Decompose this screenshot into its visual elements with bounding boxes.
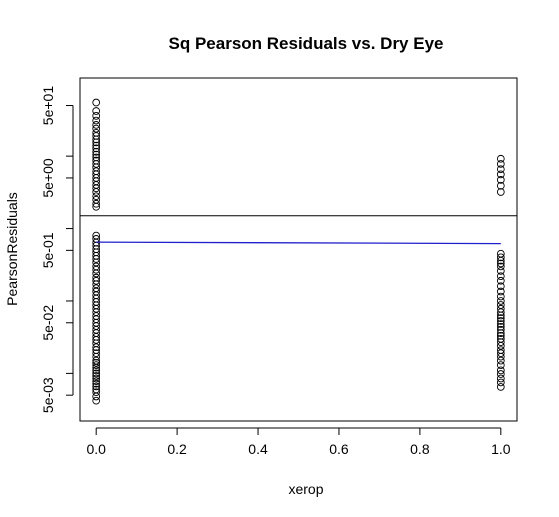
x-tick-label: 0.6	[329, 441, 349, 457]
data-point	[496, 282, 505, 291]
data-point	[92, 141, 101, 150]
data-point	[496, 329, 505, 337]
x-tick-label: 0.8	[410, 441, 430, 457]
x-tick-label: 0.2	[167, 441, 187, 457]
fit-line	[96, 241, 501, 245]
data-point	[496, 320, 505, 328]
data-point	[92, 107, 101, 115]
data-point	[496, 267, 505, 275]
data-point	[496, 301, 505, 309]
data-point	[496, 272, 505, 281]
data-point	[92, 358, 101, 367]
data-point	[496, 349, 505, 358]
y-tick-label: 5e+01	[40, 86, 56, 126]
data-point	[92, 124, 101, 133]
data-point	[92, 276, 101, 285]
data-point	[496, 170, 505, 179]
data-point	[92, 396, 101, 405]
data-point	[92, 144, 101, 153]
data-point	[92, 349, 101, 358]
x-tick-label: 0.0	[86, 441, 106, 457]
data-point	[92, 132, 101, 140]
data-point	[92, 116, 101, 125]
data-point	[496, 276, 505, 285]
data-point	[92, 343, 101, 352]
data-point	[496, 331, 505, 340]
data-point	[496, 165, 505, 174]
data-point	[496, 378, 505, 387]
data-point	[496, 253, 505, 262]
data-point	[92, 199, 101, 208]
x-tick-label: 0.4	[248, 441, 268, 457]
y-axis-label: PearsonResiduals	[4, 192, 20, 306]
y-tick-label: 5e+00	[40, 158, 56, 198]
y-tick-label: 5e-03	[40, 377, 56, 413]
data-point	[92, 284, 101, 293]
data-point	[92, 385, 101, 394]
data-point	[92, 98, 101, 107]
data-point	[496, 304, 505, 313]
data-point	[92, 369, 101, 378]
data-point	[496, 154, 505, 163]
data-point	[92, 273, 101, 282]
y-tick-label: 5e-01	[40, 232, 56, 268]
data-point	[92, 128, 101, 137]
data-point	[92, 112, 101, 120]
plot-frame	[79, 77, 518, 422]
y-tick-label: 5e-02	[40, 305, 56, 341]
data-point	[496, 366, 505, 375]
data-point	[92, 153, 101, 162]
data-point	[496, 262, 505, 271]
data-point	[92, 150, 101, 159]
data-point	[92, 231, 101, 240]
data-point	[92, 361, 101, 369]
data-point	[496, 338, 505, 346]
data-point	[496, 322, 505, 331]
x-tick-label: 1.0	[491, 441, 511, 457]
data-point	[496, 356, 505, 365]
data-point	[92, 388, 101, 397]
data-point	[496, 317, 505, 325]
data-point	[92, 382, 101, 391]
data-point	[92, 262, 101, 271]
x-axis-label: xerop	[288, 481, 323, 497]
reference-lines	[80, 215, 517, 245]
plot-axes: 0.0 0.2 0.4 0.6 0.8 1.0 5e-03 5e-02 5e-01 5e+00 5e…	[40, 86, 511, 457]
data-point	[92, 379, 101, 388]
data-point	[92, 195, 101, 204]
data-point	[92, 147, 101, 156]
data-point	[496, 314, 505, 322]
data-point	[92, 192, 101, 201]
data-point	[496, 334, 505, 343]
data-point	[496, 188, 505, 196]
data-point	[92, 121, 101, 129]
data-point	[496, 259, 505, 268]
data-point	[92, 372, 101, 380]
data-point	[92, 377, 101, 386]
chart-title: Sq Pearson Residuals vs. Dry Eye	[169, 34, 444, 53]
data-point	[92, 366, 101, 375]
data-point	[496, 249, 505, 258]
data-point	[496, 374, 505, 383]
data-point	[496, 346, 505, 354]
data-point	[496, 287, 505, 296]
data-point	[496, 370, 505, 378]
data-point	[496, 176, 505, 184]
data-point	[92, 156, 101, 165]
data-point	[496, 181, 505, 190]
data-point	[496, 361, 505, 369]
data-point	[92, 356, 101, 365]
data-point	[496, 383, 505, 391]
scatter-points	[92, 98, 505, 405]
data-point	[496, 325, 505, 334]
data-point	[496, 297, 505, 305]
data-point	[496, 160, 505, 168]
data-point	[92, 374, 101, 383]
data-point	[496, 292, 505, 301]
